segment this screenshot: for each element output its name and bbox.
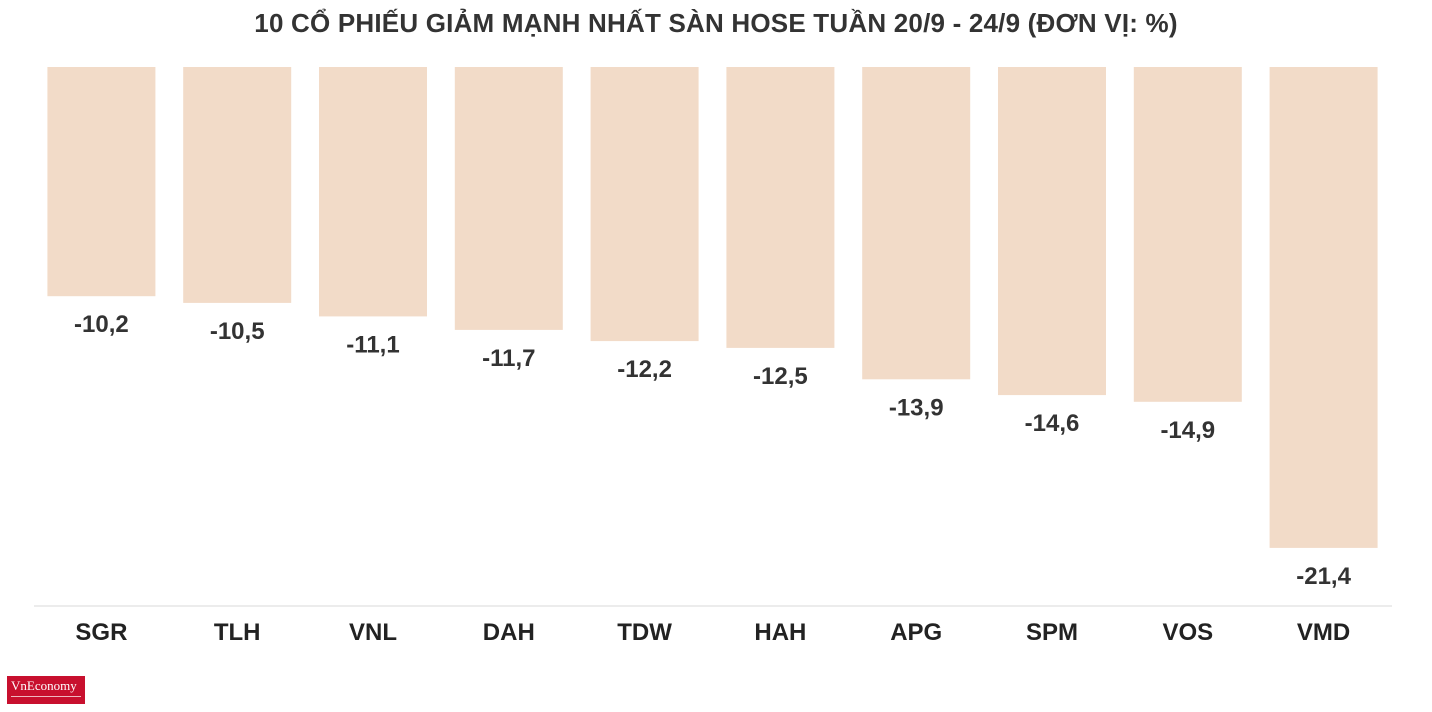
data-label-dah: -11,7 xyxy=(482,345,535,372)
bar-dah xyxy=(454,67,563,330)
bar-vos xyxy=(1133,67,1242,402)
data-label-vos: -14,9 xyxy=(1160,417,1215,444)
x-tick-tlh: TLH xyxy=(214,619,261,646)
bar-vnl xyxy=(319,67,427,317)
vneconomy-logo: VnEconomy xyxy=(7,676,85,704)
logo-tagline xyxy=(11,696,81,700)
data-label-tdw: -12,2 xyxy=(617,356,672,383)
data-label-spm: -14,6 xyxy=(1025,410,1080,437)
data-label-apg: -13,9 xyxy=(889,394,944,421)
bar-spm xyxy=(998,67,1106,396)
x-tick-hah: HAH xyxy=(754,619,806,646)
bar-vmd xyxy=(1269,67,1378,548)
bar-tdw xyxy=(590,67,699,342)
bar-tlh xyxy=(183,67,292,303)
x-tick-sgr: SGR xyxy=(75,619,127,646)
x-tick-dah: DAH xyxy=(483,619,535,646)
bar-apg xyxy=(862,67,971,380)
chart-title: 10 CỔ PHIẾU GIẢM MẠNH NHẤT SÀN HOSE TUẦN… xyxy=(254,8,1178,38)
data-label-tlh: -10,5 xyxy=(210,318,265,345)
x-tick-apg: APG xyxy=(890,619,942,646)
data-label-vmd: -21,4 xyxy=(1296,563,1351,590)
x-tick-vos: VOS xyxy=(1162,619,1213,646)
x-tick-vmd: VMD xyxy=(1297,619,1350,646)
bar-sgr xyxy=(47,67,156,297)
data-label-sgr: -10,2 xyxy=(74,311,129,338)
data-label-hah: -12,5 xyxy=(753,363,808,390)
x-tick-spm: SPM xyxy=(1026,619,1078,646)
logo-text: VnEconomy xyxy=(11,678,77,693)
data-label-vnl: -11,1 xyxy=(346,331,399,358)
x-tick-tdw: TDW xyxy=(617,619,672,646)
bar-hah xyxy=(726,67,835,348)
x-tick-vnl: VNL xyxy=(349,619,397,646)
